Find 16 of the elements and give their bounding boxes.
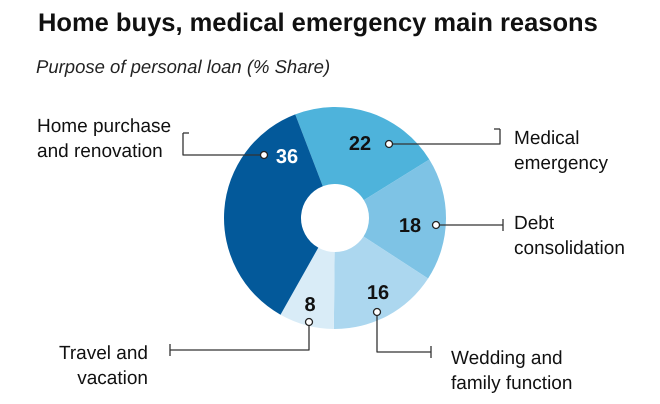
slice-label: Wedding and family function: [451, 348, 572, 394]
chart-subtitle: Purpose of personal loan (% Share): [36, 56, 330, 78]
data-label: 22: [348, 133, 372, 155]
slice-label: Home purchase and renovation: [37, 116, 172, 162]
slice-label: Medical emergency: [514, 128, 608, 174]
donut-slice: [334, 236, 428, 329]
data-label: 18: [398, 215, 422, 237]
data-label: 8: [304, 294, 316, 316]
chart-title: Home buys, medical emergency main reasons: [38, 9, 598, 38]
donut-slice: [224, 114, 323, 315]
donut-slice: [280, 248, 335, 329]
slice-label: Travel and vacation: [58, 343, 148, 389]
donut-slice: [364, 160, 446, 278]
slice-label: Debt consolidation: [514, 213, 625, 259]
data-label: 36: [276, 146, 298, 168]
data-label: 16: [366, 282, 390, 304]
